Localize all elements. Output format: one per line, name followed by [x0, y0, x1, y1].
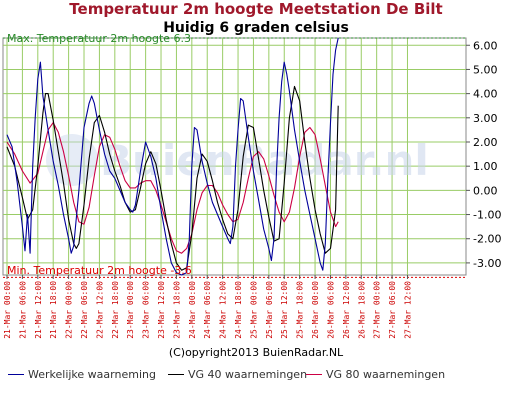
y-tick-label: 2.00 — [473, 136, 498, 149]
chart-title: Temperatuur 2m hoogte Meetstation De Bil… — [69, 0, 443, 18]
reference-lines — [3, 37, 466, 278]
x-tick-label: 24-Mar 06:00 — [203, 281, 212, 339]
x-tick-label: 24-Mar 18:00 — [234, 281, 243, 339]
x-tick-label: 25-Mar 06:00 — [265, 281, 274, 339]
x-tick-label: 21-Mar 06:00 — [18, 281, 27, 339]
x-tick-label: 26-Mar 18:00 — [357, 281, 366, 339]
y-tick-label: -1.00 — [473, 209, 501, 222]
min-temperature-label: Min. Temperatuur 2m hoogte -3.6 — [7, 264, 192, 277]
legend-swatch — [8, 374, 24, 375]
x-tick-label: 26-Mar 06:00 — [326, 281, 335, 339]
series-line-1 — [6, 37, 339, 276]
series-line-2 — [6, 85, 339, 271]
y-axis: 6.00 5.00 4.00 3.00 2.00 1.00 0.00 -1.00 -2.00 -3… — [466, 39, 501, 270]
x-tick-label: 27-Mar 00:00 — [373, 281, 382, 339]
x-tick-label: 22-Mar 18:00 — [111, 281, 120, 339]
x-tick-label: 27-Mar 06:00 — [388, 281, 397, 339]
x-tick-label: 27-Mar 12:00 — [403, 281, 412, 339]
chart-subtitle: Huidig 6 graden celsius — [163, 20, 349, 36]
y-tick-label: 1.00 — [473, 160, 498, 173]
x-tick-label: 25-Mar 12:00 — [280, 281, 289, 339]
legend-label: Werkelijke waarneming — [28, 368, 156, 381]
x-tick-label: 26-Mar 12:00 — [342, 281, 351, 339]
x-tick-label: 24-Mar 00:00 — [188, 281, 197, 339]
legend-swatch — [168, 374, 184, 375]
series-line-3 — [6, 122, 339, 254]
legend-label: VG 80 waarnemingen — [326, 368, 446, 381]
x-tick-label: 23-Mar 12:00 — [157, 281, 166, 339]
legend-item-vg80: VG 80 waarnemingen — [306, 368, 445, 381]
x-tick-label: 22-Mar 12:00 — [95, 281, 104, 339]
y-tick-label: 0.00 — [473, 184, 498, 197]
x-tick-label: 22-Mar 00:00 — [65, 281, 74, 339]
y-tick-label: -2.00 — [473, 233, 501, 246]
x-tick-label: 23-Mar 00:00 — [126, 281, 135, 339]
legend-swatch — [306, 374, 322, 375]
max-temperature-label: Max. Temperatuur 2m hoogte 6.3 — [7, 32, 192, 45]
x-tick-label: 25-Mar 00:00 — [249, 281, 258, 339]
x-tick-label: 21-Mar 12:00 — [34, 281, 43, 339]
y-tick-label: 4.00 — [473, 88, 498, 101]
grid — [3, 38, 466, 275]
x-tick-label: 21-Mar 00:00 — [3, 281, 12, 339]
watermark-logo-icon — [46, 134, 98, 186]
x-tick-label: 23-Mar 06:00 — [142, 281, 151, 339]
y-tick-label: 6.00 — [473, 39, 498, 52]
legend-item-vg40: VG 40 waarnemingen — [168, 368, 307, 381]
y-tick-label: 5.00 — [473, 63, 498, 76]
x-tick-label: 26-Mar 00:00 — [311, 281, 320, 339]
series-layer — [6, 37, 339, 276]
y-tick-label: 3.00 — [473, 112, 498, 125]
x-tick-label: 23-Mar 18:00 — [172, 281, 181, 339]
x-axis: 21-Mar 00:00 21-Mar 06:00 21-Mar 12:00 21-M… — [3, 275, 412, 339]
x-tick-label: 22-Mar 06:00 — [80, 281, 89, 339]
legend-label: VG 40 waarnemingen — [188, 368, 308, 381]
legend-item-werkelijk: Werkelijke waarneming — [8, 368, 156, 381]
x-tick-label: 24-Mar 12:00 — [219, 281, 228, 339]
x-tick-label: 21-Mar 18:00 — [49, 281, 58, 339]
y-tick-label: -3.00 — [473, 257, 501, 270]
x-tick-label: 25-Mar 18:00 — [296, 281, 305, 339]
copyright: (C)opyright2013 BuienRadar.NL — [168, 346, 344, 359]
